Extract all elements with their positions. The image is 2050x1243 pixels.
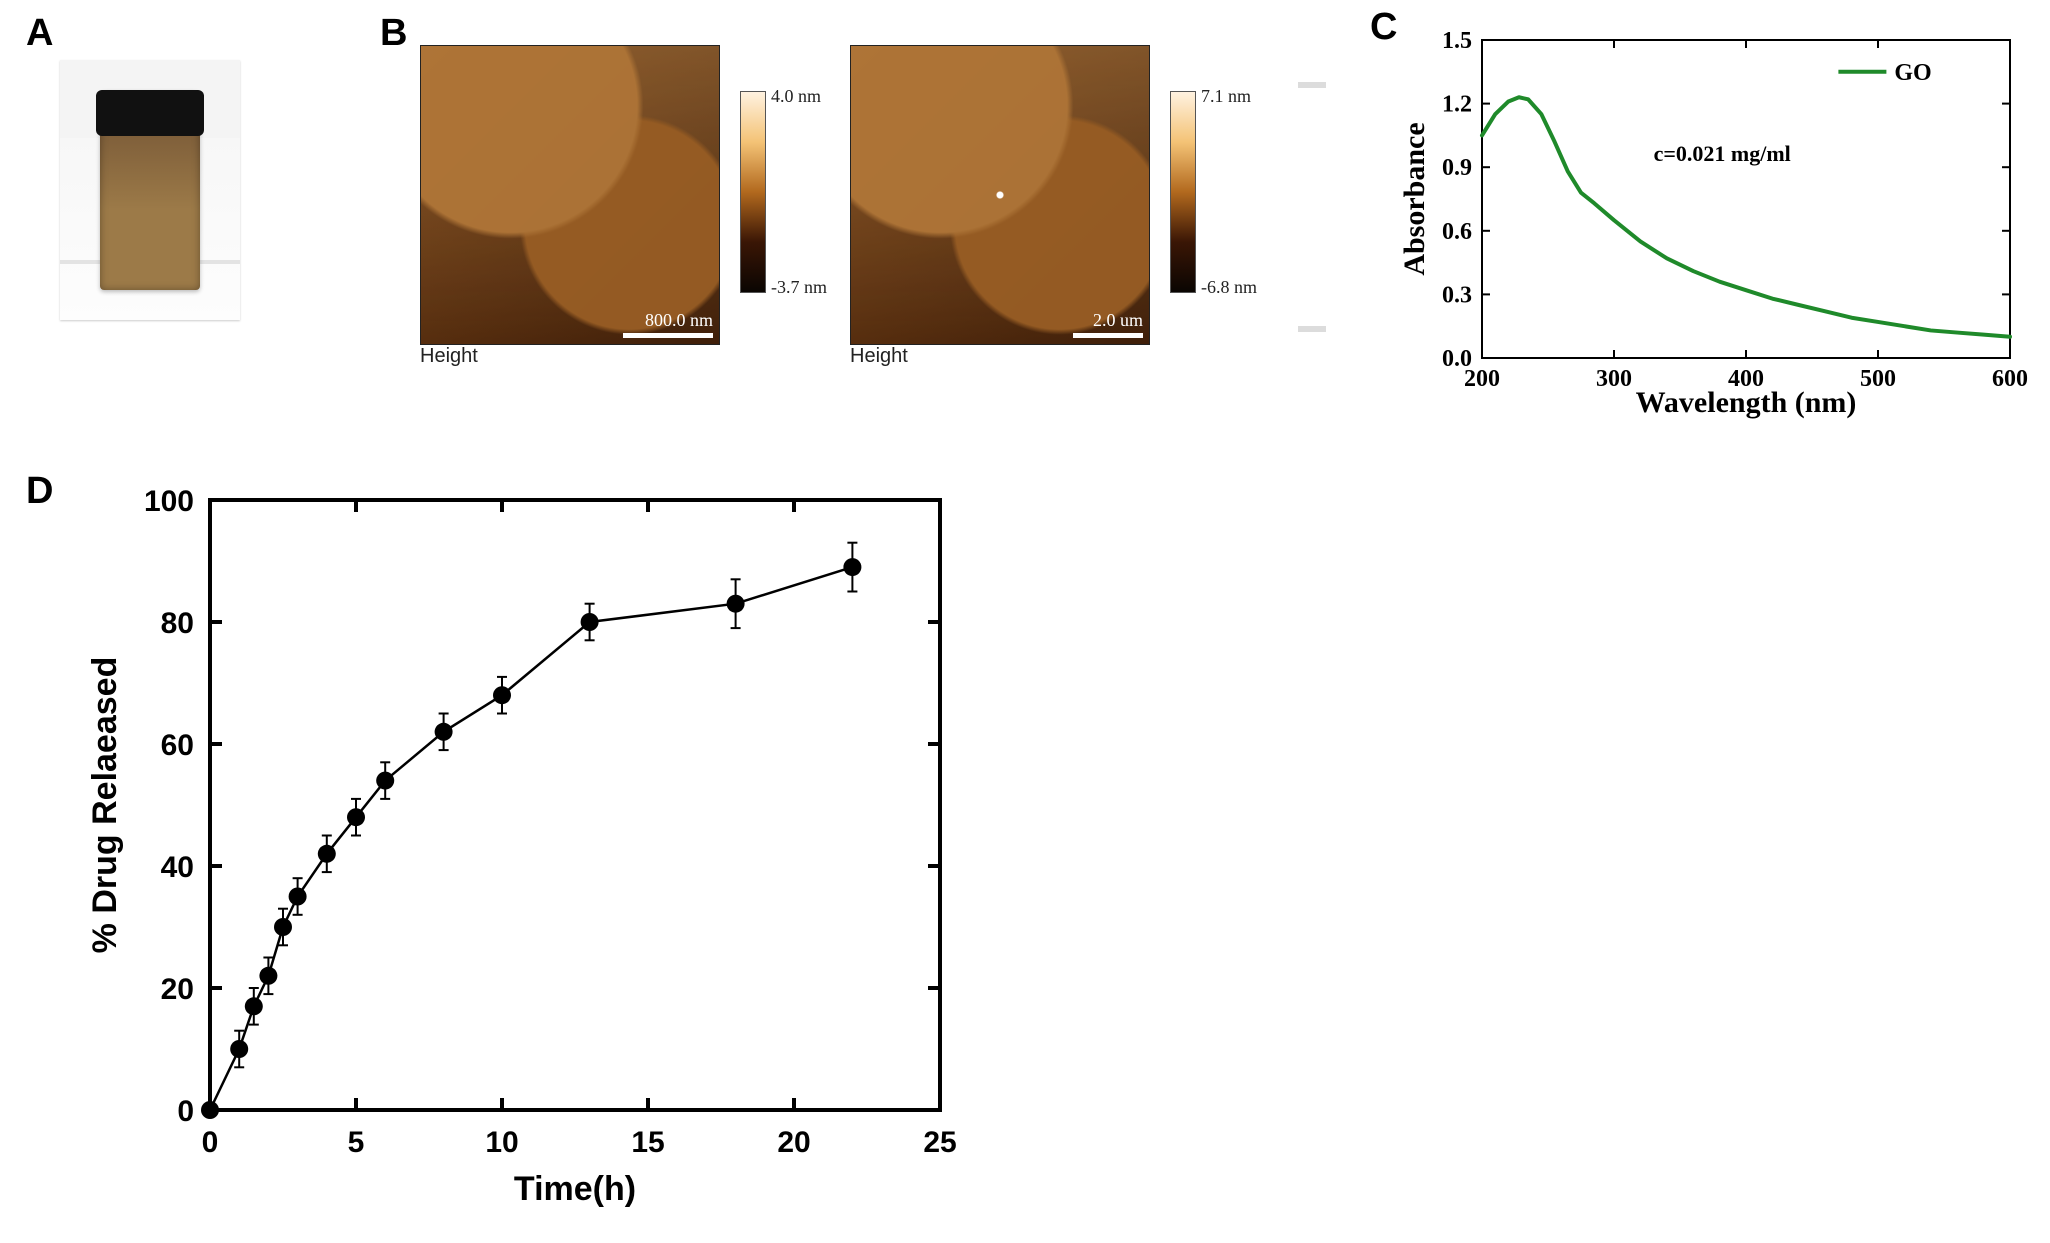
svg-text:15: 15 (631, 1126, 664, 1159)
svg-text:0: 0 (177, 1095, 194, 1128)
afm1-scalebar: 800.0 nm (623, 310, 713, 338)
svg-text:100: 100 (144, 485, 194, 518)
panel-label-b: B (380, 12, 407, 55)
svg-text:0: 0 (202, 1126, 219, 1159)
afm2-cb-bottom: -6.8 nm (1195, 277, 1257, 298)
svg-text:% Drug Relaeased: % Drug Relaeased (86, 657, 124, 954)
chart-d-svg: 0 5 10 15 20 25 0 20 40 60 80 100 Time(h) % Drug Rela… (70, 470, 970, 1230)
svg-text:300: 300 (1596, 366, 1632, 392)
panel-c: 2003004005006000.00.30.60.91.21.5Wavelen… (1400, 20, 2030, 420)
svg-text:0.9: 0.9 (1442, 155, 1472, 181)
panel-d: 0 5 10 15 20 25 0 20 40 60 80 100 Time(h) % Drug Rela… (70, 470, 970, 1230)
svg-text:c=0.021 mg/ml: c=0.021 mg/ml (1654, 141, 1791, 166)
afm2-scale-text: 2.0 um (1093, 310, 1143, 331)
svg-text:10: 10 (485, 1126, 518, 1159)
afm1-scale-bar (623, 333, 713, 338)
svg-text:1.5: 1.5 (1442, 28, 1472, 54)
afm1-scale-text: 800.0 nm (645, 310, 713, 331)
svg-text:40: 40 (161, 851, 194, 884)
afm2-height-label: Height (850, 345, 908, 435)
stray-mark-1 (1298, 82, 1326, 88)
svg-text:20: 20 (161, 973, 194, 1006)
vial-photo (60, 60, 240, 320)
panel-label-a: A (26, 12, 53, 55)
svg-text:80: 80 (161, 607, 194, 640)
afm2-cb-top: 7.1 nm (1195, 86, 1251, 107)
svg-text:Wavelength (nm): Wavelength (nm) (1636, 386, 1857, 419)
afm1-height-label: Height (420, 345, 478, 435)
stray-mark-2 (1298, 326, 1326, 332)
chart-c-svg: 2003004005006000.00.30.60.91.21.5Wavelen… (1400, 20, 2030, 420)
afm1-cb-bottom: -3.7 nm (765, 277, 827, 298)
svg-text:Absorbance: Absorbance (1400, 122, 1431, 275)
svg-text:600: 600 (1992, 366, 2028, 392)
svg-text:0.0: 0.0 (1442, 346, 1472, 372)
svg-text:1.2: 1.2 (1442, 92, 1472, 118)
afm1-colorbar: 4.0 nm -3.7 nm (740, 91, 766, 293)
panel-label-d: D (26, 470, 53, 513)
figure: A B 800.0 nm Height 4.0 nm -3.7 nm 2.0 u… (0, 0, 2050, 1243)
afm2-scalebar: 2.0 um (1073, 310, 1143, 338)
svg-text:20: 20 (777, 1126, 810, 1159)
svg-text:25: 25 (923, 1126, 956, 1159)
afm1-cb-top: 4.0 nm (765, 86, 821, 107)
svg-text:500: 500 (1860, 366, 1896, 392)
afm2-scale-bar (1073, 333, 1143, 338)
svg-text:GO: GO (1894, 60, 1931, 86)
afm-image-2: 2.0 um (850, 45, 1150, 345)
panel-b: 800.0 nm Height 4.0 nm -3.7 nm 2.0 um He… (420, 45, 1250, 405)
svg-text:60: 60 (161, 729, 194, 762)
svg-text:0.3: 0.3 (1442, 282, 1472, 308)
svg-text:5: 5 (348, 1126, 365, 1159)
svg-text:0.6: 0.6 (1442, 219, 1472, 245)
afm-image-1: 800.0 nm (420, 45, 720, 345)
vial (100, 90, 200, 290)
afm2-colorbar: 7.1 nm -6.8 nm (1170, 91, 1196, 293)
panel-label-c: C (1370, 6, 1397, 49)
svg-text:Time(h): Time(h) (514, 1170, 636, 1208)
